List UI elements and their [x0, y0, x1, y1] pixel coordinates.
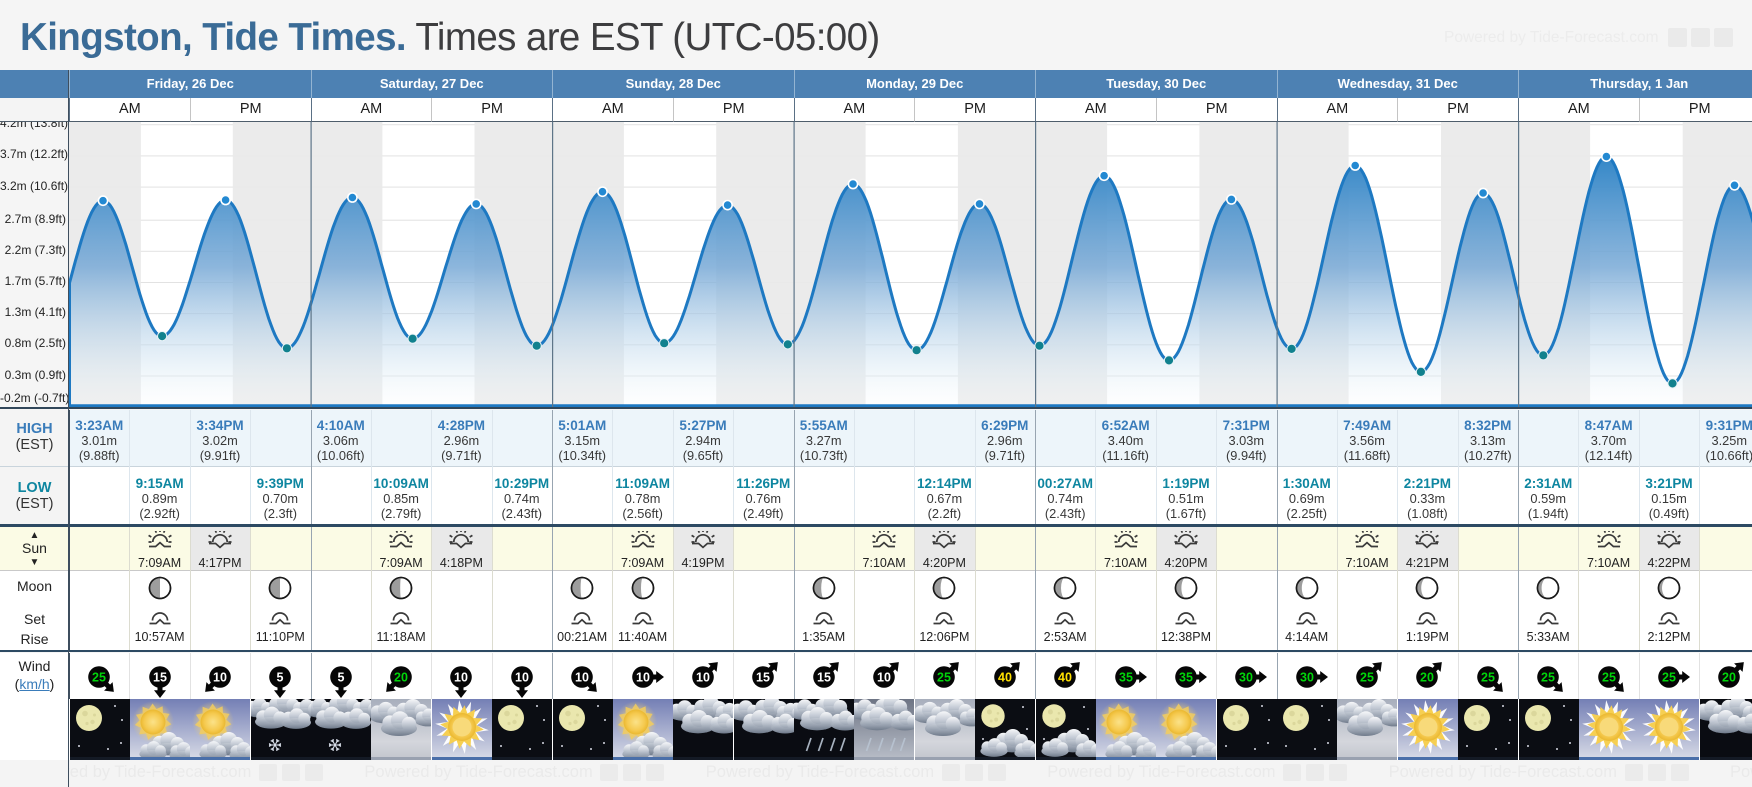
svg-text:40: 40: [1058, 670, 1072, 684]
svg-text:10: 10: [696, 670, 710, 684]
svg-text:25: 25: [1602, 670, 1616, 684]
svg-text:20: 20: [1722, 670, 1736, 684]
svg-text:30: 30: [1239, 670, 1253, 684]
svg-text:10: 10: [636, 670, 650, 684]
svg-text:5: 5: [337, 670, 344, 684]
svg-text:20: 20: [394, 670, 408, 684]
svg-text:10: 10: [213, 670, 227, 684]
svg-text:10: 10: [877, 670, 891, 684]
svg-text:30: 30: [1300, 670, 1314, 684]
svg-text:25: 25: [1662, 670, 1676, 684]
svg-text:25: 25: [1481, 670, 1495, 684]
svg-text:15: 15: [153, 670, 167, 684]
svg-text:25: 25: [1541, 670, 1555, 684]
svg-text:25: 25: [1360, 670, 1374, 684]
svg-text:40: 40: [998, 670, 1012, 684]
svg-text:10: 10: [515, 670, 529, 684]
svg-text:20: 20: [1420, 670, 1434, 684]
svg-text:10: 10: [454, 670, 468, 684]
svg-text:35: 35: [1119, 670, 1133, 684]
svg-text:15: 15: [817, 670, 831, 684]
svg-text:25: 25: [92, 670, 106, 684]
svg-text:5: 5: [277, 670, 284, 684]
svg-text:35: 35: [1179, 670, 1193, 684]
svg-text:15: 15: [756, 670, 770, 684]
svg-text:10: 10: [575, 670, 589, 684]
svg-text:25: 25: [937, 670, 951, 684]
